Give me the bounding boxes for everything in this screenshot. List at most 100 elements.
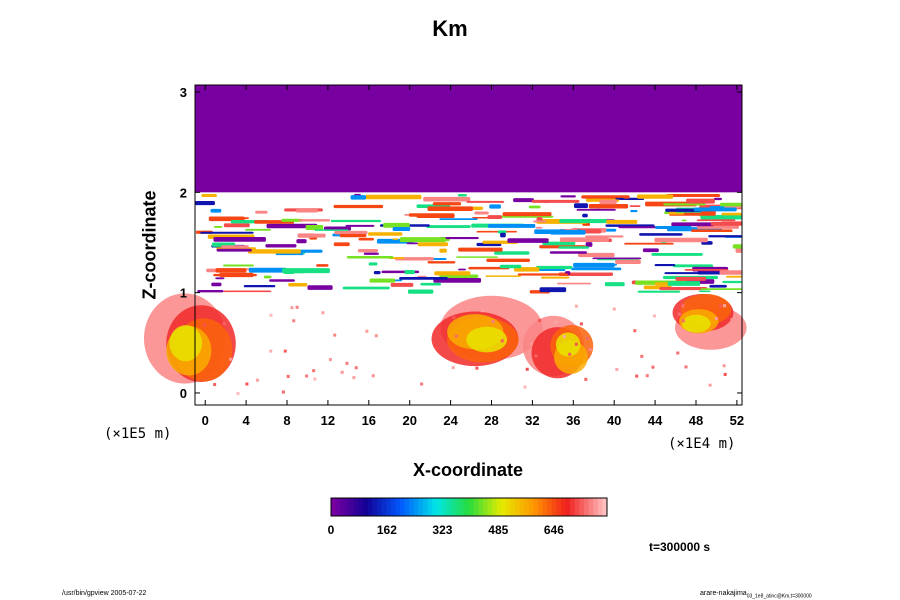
field-streak [314,229,349,231]
field-streak [363,252,379,255]
field-streak [223,264,254,267]
field-streak [637,194,674,199]
field-streak [606,219,638,224]
field-streak [373,270,381,275]
field-streak [201,193,217,197]
field-speckle [305,374,309,378]
colorbar-swatch [473,498,479,516]
field-streak [369,278,396,283]
field-streak [651,253,703,256]
field-streak [247,249,301,254]
field-speckle [374,334,378,338]
field-speckle [352,376,356,380]
field-streak [698,290,711,293]
field-streak [456,256,499,258]
field-streak [213,225,223,228]
upper-uniform-region [195,85,742,193]
field-speckle [354,366,358,370]
colorbar-swatch [556,498,562,516]
field-speckle [585,336,589,340]
field-streak [392,238,399,240]
colorbar-swatch [340,498,346,516]
colorbar-swatch [386,498,392,516]
field-speckle [529,342,533,346]
field-streak [558,272,613,277]
y-axis-label: Z-coordinate [139,190,160,300]
footer-command: /usr/bin/gpview 2005-07-22 [62,590,147,597]
field-speckle [635,374,639,378]
field-streak [282,268,330,274]
field-streak [655,226,692,230]
field-speckle [365,329,369,333]
colorbar-swatch [597,498,603,516]
field-speckle [523,385,527,389]
field-streak [559,237,609,243]
colorbar-swatch [492,498,498,516]
footer-source-main: arare-nakajima [700,590,747,597]
colorbar: 0 162 323 485 646 [328,497,608,537]
field-streak [213,236,266,242]
colorbar-swatch [395,498,401,516]
colorbar-swatch [542,498,548,516]
field-streak [296,239,307,244]
field-streak [535,265,573,270]
field-streak [243,284,276,288]
x-tick-label: 4 [243,413,251,428]
field-streak [719,270,742,275]
field-streak [427,261,456,264]
field-streak [417,242,449,247]
field-streak [599,199,617,205]
field-streak [533,220,547,223]
field-speckle [328,358,332,362]
plume-contour [466,326,508,353]
field-speckle [651,365,655,369]
field-streak [666,194,721,198]
colorbar-swatch [418,498,424,516]
colorbar-swatch [400,498,406,516]
colorbar-swatch [574,498,580,516]
colorbar-swatch [390,498,396,516]
field-streak [392,226,411,231]
field-streak [346,256,394,259]
field-streak [288,283,308,287]
field-speckle [345,361,349,365]
field-streak [585,235,624,238]
field-streak [550,230,586,235]
colorbar-swatch [367,498,373,516]
colorbar-swatch [510,498,516,516]
field-streak [696,219,736,222]
field-streak [573,262,615,268]
field-streak [439,218,478,221]
field-speckle [633,329,637,333]
field-streak [365,194,422,200]
field-streak [281,218,303,222]
field-speckle [222,322,226,326]
field-speckle [283,349,287,353]
field-streak [223,223,250,228]
colorbar-swatch [354,498,360,516]
field-streak [255,210,268,214]
x-tick-label: 36 [566,413,580,428]
field-streak [663,203,706,206]
field-streak [408,213,455,217]
field-streak [406,242,419,245]
field-speckle [491,319,495,323]
field-streak [439,236,479,240]
field-speckle [684,365,688,369]
field-streak [497,230,507,234]
field-streak [719,202,742,207]
field-speckle [452,315,456,319]
colorbar-swatch [482,498,488,516]
field-streak [517,273,568,276]
field-streak [426,225,471,229]
chart-title: Km [432,16,468,41]
field-speckle [681,304,685,308]
field-streak [539,287,567,293]
colorbar-swatch [459,498,465,516]
x-tick-label: 40 [607,413,621,428]
field-streak [588,204,629,209]
x-axis-unit: (×1E4 m) [668,436,736,452]
field-streak [345,224,375,227]
field-streak [671,222,715,227]
field-speckle [420,382,424,386]
